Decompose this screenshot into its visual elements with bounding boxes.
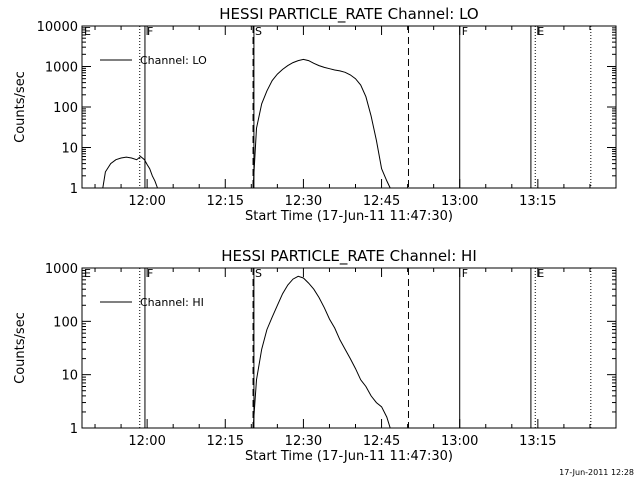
- x-tick-label: 12:30: [285, 434, 322, 449]
- x-tick-label: 13:00: [441, 194, 478, 209]
- x-axis-label: Start Time (17-Jun-11 11:47:30): [245, 449, 453, 464]
- plot-timestamp: 17-Jun-2011 12:28: [559, 468, 634, 477]
- event-marker-label: E: [84, 25, 91, 38]
- event-marker-label: S: [255, 25, 262, 38]
- series-line: [102, 58, 391, 189]
- series-line: [252, 275, 391, 429]
- y-tick-label: 1000: [45, 262, 78, 277]
- x-tick-label: 12:45: [363, 194, 400, 209]
- event-marker-label: E: [537, 25, 544, 38]
- chart-title: HESSI PARTICLE_RATE Channel: LO: [219, 5, 478, 24]
- y-axis-label: Counts/sec: [13, 312, 28, 384]
- chart-title: HESSI PARTICLE_RATE Channel: HI: [221, 247, 477, 266]
- y-tick-label: 10: [61, 142, 78, 157]
- x-tick-label: 12:15: [207, 434, 244, 449]
- y-tick-label: 10: [61, 369, 78, 384]
- chart-panel-hi: HESSI PARTICLE_RATE Channel: HI 1 10 100 100…: [13, 247, 617, 464]
- event-marker-label: E: [537, 267, 544, 280]
- event-marker-label: F: [462, 25, 468, 38]
- y-tick-label: 1000: [45, 61, 78, 76]
- event-marker-label: F: [147, 267, 153, 280]
- x-tick-label: 12:00: [128, 434, 165, 449]
- x-axis-label: Start Time (17-Jun-11 11:47:30): [245, 209, 453, 224]
- x-tick-label: 13:15: [519, 434, 556, 449]
- y-tick-label: 100: [53, 101, 78, 116]
- event-marker-label: F: [462, 267, 468, 280]
- event-marker-label: E: [84, 267, 91, 280]
- legend-entry: Channel: HI: [140, 296, 204, 309]
- y-tick-label: 1: [70, 182, 78, 197]
- event-marker-label: F: [147, 25, 153, 38]
- x-tick-label: 12:45: [363, 434, 400, 449]
- event-marker-label: S: [255, 267, 262, 280]
- chart-panel-lo: HESSI PARTICLE_RATE Channel: LO 1 10 100 100…: [13, 5, 617, 224]
- x-tick-label: 13:15: [519, 194, 556, 209]
- x-tick-label: 12:00: [128, 194, 165, 209]
- y-tick-label: 10000: [37, 20, 78, 35]
- y-tick-label: 100: [53, 315, 78, 330]
- y-tick-label: 1: [70, 422, 78, 437]
- x-tick-label: 12:15: [207, 194, 244, 209]
- x-tick-label: 13:00: [441, 434, 478, 449]
- x-tick-label: 12:30: [285, 194, 322, 209]
- y-axis-label: Counts/sec: [13, 71, 28, 143]
- legend-entry: Channel: LO: [140, 54, 207, 67]
